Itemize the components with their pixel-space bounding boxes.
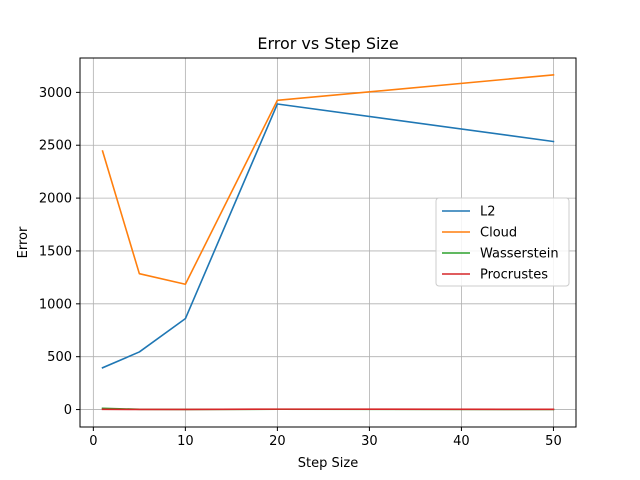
legend: L2 Cloud Wasserstein Procrustes xyxy=(435,197,570,287)
x-tick-label: 0 xyxy=(89,434,97,449)
x-tick-label: 50 xyxy=(545,434,562,449)
legend-label-procrustes: Procrustes xyxy=(480,268,548,283)
x-tick-label: 30 xyxy=(361,434,378,449)
y-axis-label: Error xyxy=(16,226,31,258)
y-tick-label: 2500 xyxy=(39,139,72,154)
y-tick-label: 1500 xyxy=(39,244,72,259)
legend-label-l2: L2 xyxy=(480,205,496,220)
chart-title: Error vs Step Size xyxy=(257,34,398,53)
x-tick-label: 20 xyxy=(269,434,286,449)
y-tick-label: 3000 xyxy=(39,86,72,101)
series-line-cloud xyxy=(101,74,555,286)
series-lines xyxy=(101,74,555,411)
series-line-l2 xyxy=(101,103,555,369)
legend-label-wasserstein: Wasserstein xyxy=(480,247,559,262)
y-tick-label: 0 xyxy=(64,403,72,418)
legend-box xyxy=(435,197,570,287)
y-tick-label: 500 xyxy=(47,350,72,365)
y-tick-label: 2000 xyxy=(39,192,72,207)
y-tick-label: 1000 xyxy=(39,297,72,312)
legend-label-cloud: Cloud xyxy=(480,226,517,241)
x-tick-label: 10 xyxy=(177,434,194,449)
plot-frame xyxy=(79,57,577,428)
x-axis-label: Step Size xyxy=(298,456,358,471)
x-tick-label: 40 xyxy=(453,434,470,449)
